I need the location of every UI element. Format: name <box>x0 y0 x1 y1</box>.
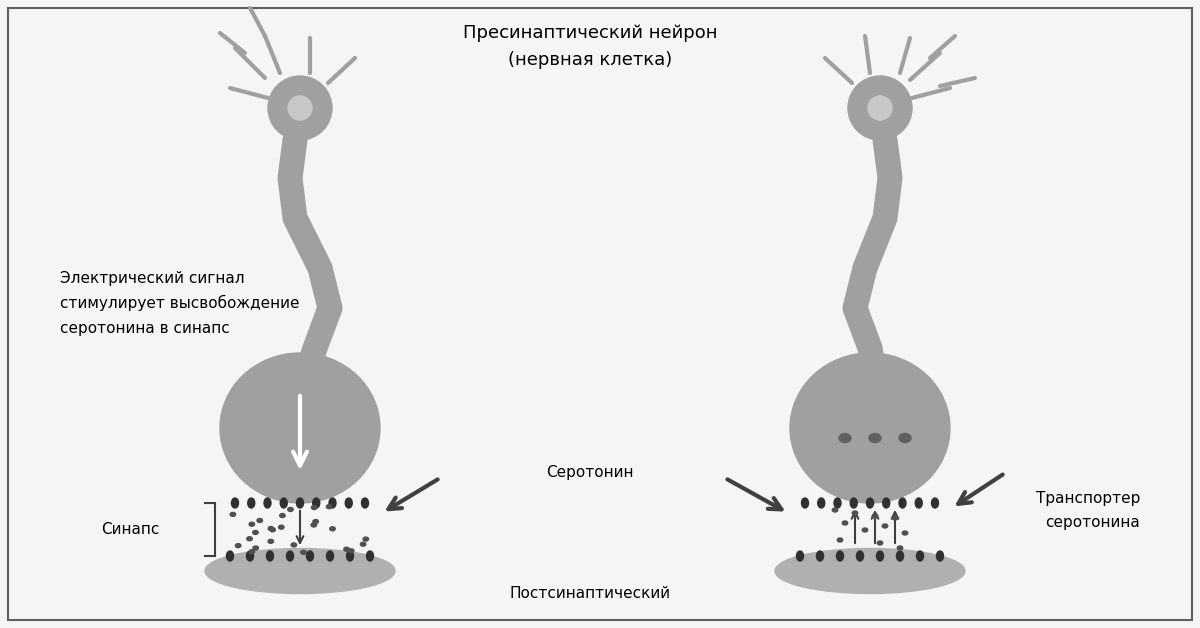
Ellipse shape <box>232 498 239 508</box>
Ellipse shape <box>852 511 858 515</box>
Ellipse shape <box>839 433 851 443</box>
Circle shape <box>288 96 312 120</box>
Ellipse shape <box>834 498 841 508</box>
Text: Синапс: Синапс <box>102 522 160 537</box>
Ellipse shape <box>936 551 943 561</box>
Ellipse shape <box>270 528 275 532</box>
Ellipse shape <box>896 551 904 561</box>
Ellipse shape <box>313 519 318 524</box>
Ellipse shape <box>257 519 263 522</box>
Ellipse shape <box>326 551 334 561</box>
Ellipse shape <box>296 498 304 508</box>
Ellipse shape <box>817 498 824 508</box>
Ellipse shape <box>872 514 877 518</box>
Ellipse shape <box>842 521 847 525</box>
Ellipse shape <box>230 512 235 516</box>
Ellipse shape <box>797 551 804 561</box>
Ellipse shape <box>235 544 241 548</box>
Ellipse shape <box>346 498 353 508</box>
Ellipse shape <box>902 531 907 535</box>
Text: Транспортер: Транспортер <box>1036 490 1140 506</box>
Ellipse shape <box>866 498 874 508</box>
Ellipse shape <box>312 506 317 509</box>
Ellipse shape <box>775 548 965 593</box>
Ellipse shape <box>366 551 373 561</box>
Ellipse shape <box>348 549 354 553</box>
Ellipse shape <box>288 507 293 511</box>
Ellipse shape <box>883 498 889 508</box>
Text: стимулирует высвобождение: стимулирует высвобождение <box>60 295 300 311</box>
Ellipse shape <box>253 546 258 550</box>
Ellipse shape <box>931 498 938 508</box>
Ellipse shape <box>287 551 294 561</box>
Ellipse shape <box>278 525 284 529</box>
Ellipse shape <box>816 551 823 561</box>
Ellipse shape <box>250 522 254 526</box>
Ellipse shape <box>268 526 274 531</box>
Ellipse shape <box>836 551 844 561</box>
Ellipse shape <box>851 498 857 508</box>
Text: Электрический сигнал: Электрический сигнал <box>60 271 245 286</box>
Ellipse shape <box>833 508 838 512</box>
Text: серотонина в синапс: серотонина в синапс <box>60 320 229 335</box>
Ellipse shape <box>281 498 287 508</box>
Ellipse shape <box>205 548 395 593</box>
Ellipse shape <box>361 498 368 508</box>
Ellipse shape <box>247 537 252 541</box>
Ellipse shape <box>882 524 888 528</box>
Ellipse shape <box>326 505 332 509</box>
Ellipse shape <box>292 543 296 547</box>
Ellipse shape <box>364 537 368 541</box>
Circle shape <box>868 96 892 120</box>
Ellipse shape <box>790 353 950 503</box>
Ellipse shape <box>893 516 898 520</box>
Ellipse shape <box>899 498 906 508</box>
Ellipse shape <box>802 498 809 508</box>
Ellipse shape <box>863 528 868 532</box>
Ellipse shape <box>838 538 842 542</box>
Ellipse shape <box>347 551 354 561</box>
Ellipse shape <box>227 551 234 561</box>
Text: Серотонин: Серотонин <box>546 465 634 480</box>
Text: (нервная клетка): (нервная клетка) <box>508 51 672 69</box>
Circle shape <box>848 76 912 140</box>
Ellipse shape <box>877 541 883 545</box>
Ellipse shape <box>306 551 313 561</box>
Text: Постсинаптический: Постсинаптический <box>510 585 671 600</box>
Ellipse shape <box>857 551 864 561</box>
Ellipse shape <box>869 433 881 443</box>
Circle shape <box>268 76 332 140</box>
Ellipse shape <box>268 539 274 543</box>
Ellipse shape <box>264 498 271 508</box>
Ellipse shape <box>343 547 349 551</box>
Ellipse shape <box>280 514 286 517</box>
Ellipse shape <box>247 498 254 508</box>
Ellipse shape <box>329 498 336 508</box>
Ellipse shape <box>916 498 923 508</box>
Ellipse shape <box>250 550 254 554</box>
Ellipse shape <box>301 550 306 555</box>
Ellipse shape <box>311 523 317 527</box>
Ellipse shape <box>330 527 335 531</box>
Ellipse shape <box>313 498 319 508</box>
Text: серотонина: серотонина <box>1045 516 1140 531</box>
Text: Пресинаптический нейрон: Пресинаптический нейрон <box>463 24 718 42</box>
Ellipse shape <box>253 531 258 534</box>
Ellipse shape <box>917 551 924 561</box>
Ellipse shape <box>220 353 380 503</box>
Ellipse shape <box>898 546 902 550</box>
Ellipse shape <box>360 542 366 546</box>
Ellipse shape <box>266 551 274 561</box>
Ellipse shape <box>876 551 883 561</box>
Ellipse shape <box>246 551 253 561</box>
Ellipse shape <box>899 433 911 443</box>
